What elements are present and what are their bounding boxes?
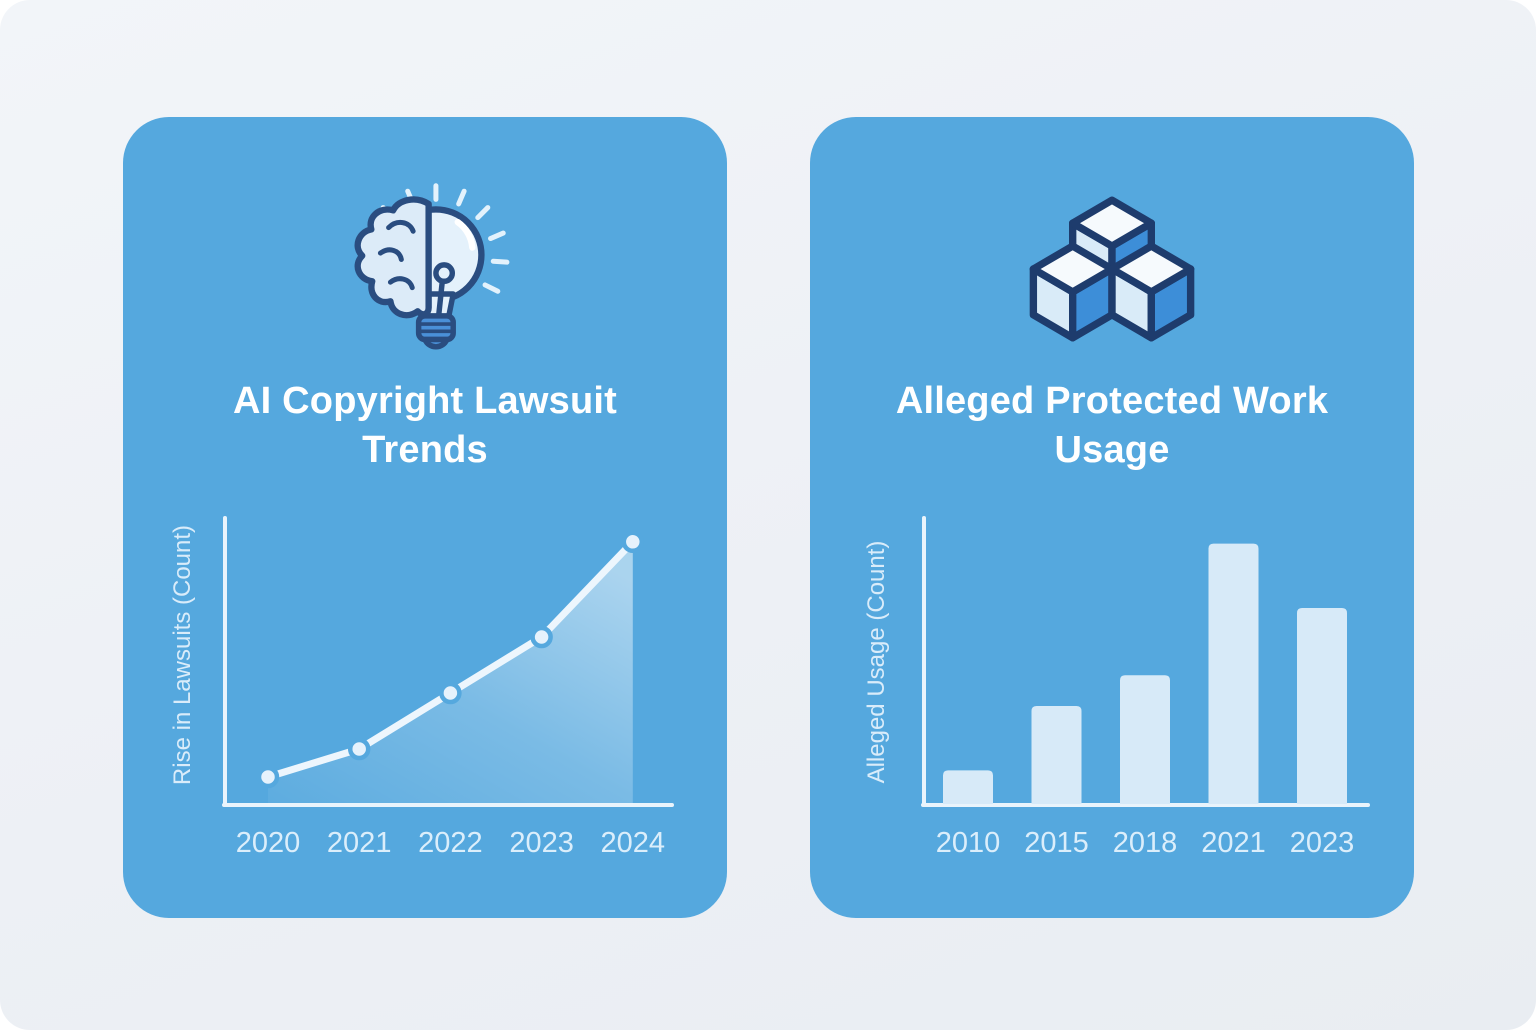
bar <box>1208 543 1259 804</box>
x-tick-label: 2023 <box>1289 827 1355 859</box>
bar-plot <box>921 516 1370 807</box>
x-tick-label: 2021 <box>326 827 392 859</box>
stacked-cubes-icon <box>1029 196 1195 342</box>
bar <box>1120 675 1170 804</box>
card-lawsuit-trends: AI Copyright Lawsuit Trends Rise in Laws… <box>123 117 727 918</box>
y-axis-label: Rise in Lawsuits (Count) <box>169 524 196 786</box>
bar-chart: Alleged Usage (Count) 2010 2015 2018 2021 20… <box>810 117 1414 918</box>
title-line-1: Alleged Protected Work <box>895 380 1329 422</box>
title-line-2: Trends <box>362 429 488 471</box>
lawsuit-xticks: 2020 2021 2022 2023 2024 <box>207 825 683 865</box>
line-plot <box>222 516 674 807</box>
x-tick-label: 2021 <box>1201 827 1266 859</box>
usage-xticks: 2010 2015 2018 2021 2023 <box>906 825 1382 865</box>
x-tick-label: 2024 <box>600 827 666 859</box>
x-tick-label: 2020 <box>235 827 301 859</box>
data-point <box>439 681 462 705</box>
x-tick-label: 2010 <box>935 827 1001 859</box>
bar <box>943 770 993 804</box>
data-point <box>256 765 280 789</box>
icon-wrap <box>123 173 727 355</box>
data-point <box>621 530 645 554</box>
line-series <box>256 530 645 803</box>
bar <box>1297 608 1347 804</box>
bar-series <box>943 543 1347 804</box>
title-line-1: AI Copyright Lawsuit <box>233 380 617 422</box>
area-fill <box>268 541 633 803</box>
brain-lightbulb-icon <box>354 183 510 350</box>
line-chart: Rise in Lawsuits (Count) 2020 2021 2022 202… <box>123 117 727 918</box>
x-tick-label: 2018 <box>1112 827 1178 859</box>
brain-half <box>354 196 432 319</box>
x-tick-label: 2022 <box>418 827 483 859</box>
card-title: AI Copyright Lawsuit Trends <box>143 377 707 475</box>
x-tick-label: 2023 <box>509 827 574 859</box>
data-point <box>530 625 553 649</box>
card-protected-work-usage: Alleged Protected Work Usage Alleged Usa… <box>810 117 1414 918</box>
x-tick-label: 2015 <box>1024 827 1089 859</box>
data-point <box>347 737 371 761</box>
cubes <box>1029 196 1195 342</box>
bar <box>1031 706 1082 804</box>
card-title: Alleged Protected Work Usage <box>830 377 1394 475</box>
title-line-2: Usage <box>1054 429 1170 471</box>
y-axis-label: Alleged Usage (Count) <box>863 540 890 784</box>
icon-wrap <box>810 187 1414 351</box>
